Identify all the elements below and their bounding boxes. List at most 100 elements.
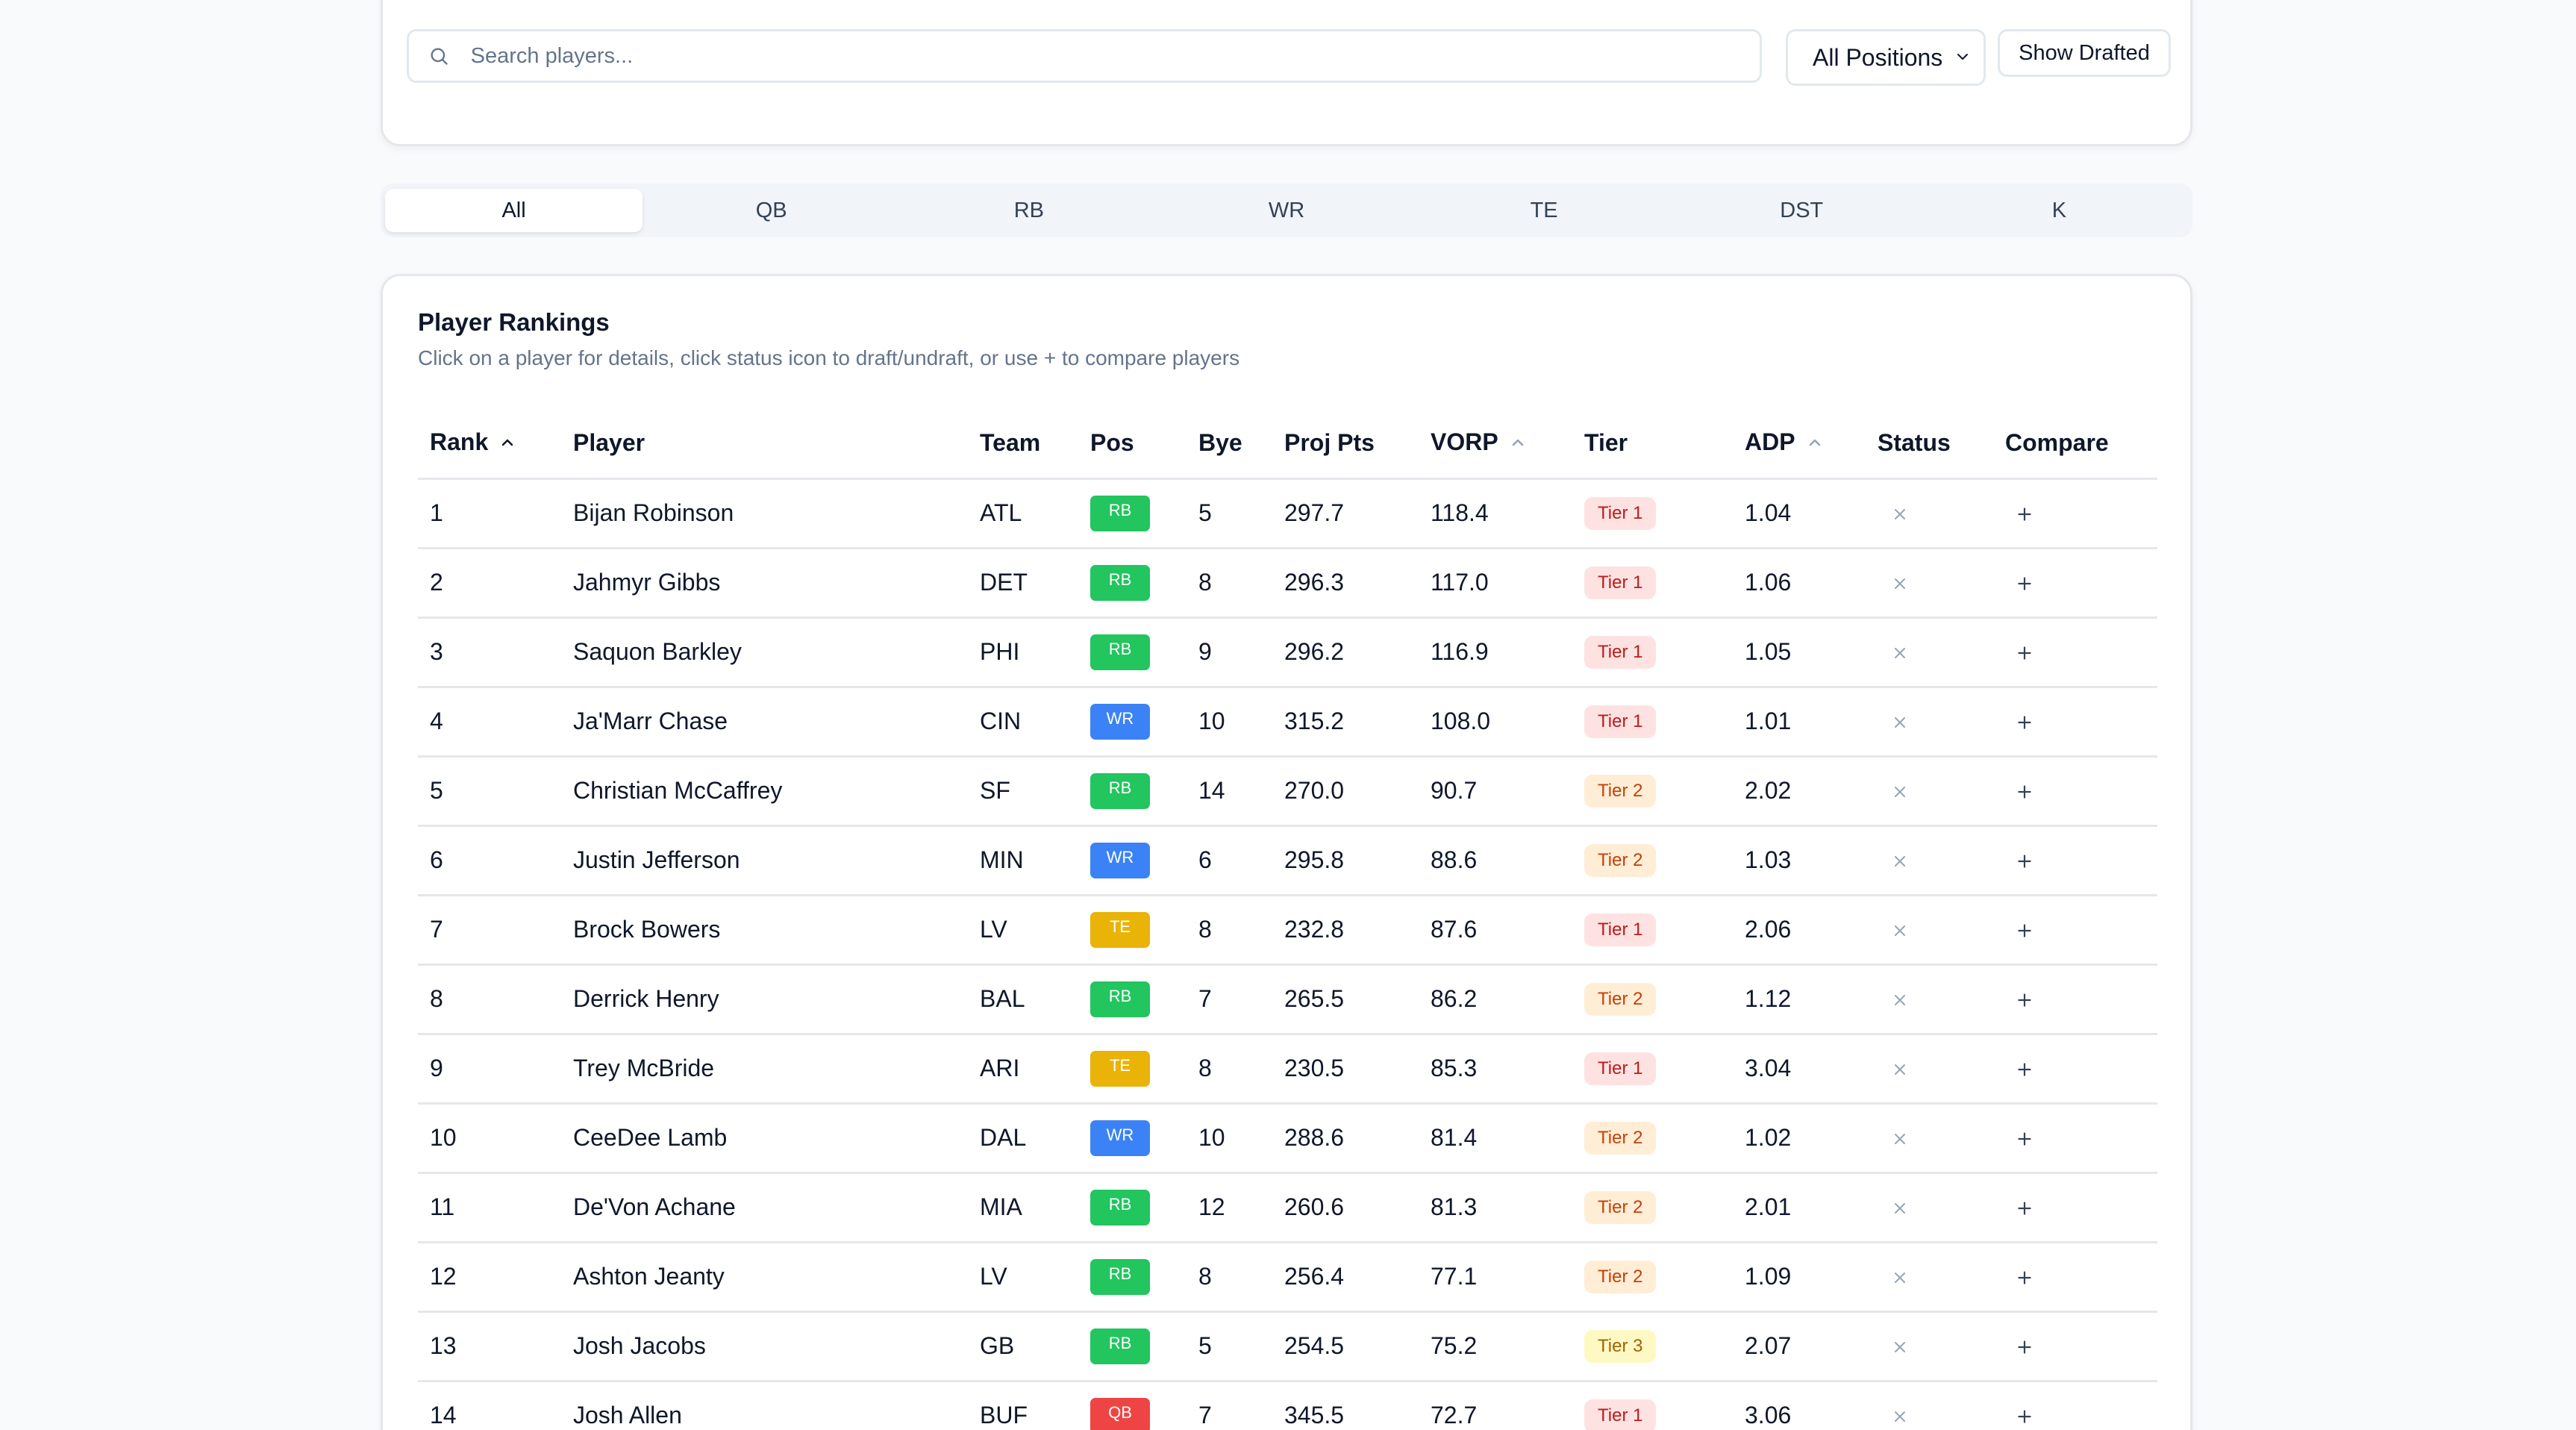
close-icon[interactable] — [1886, 709, 1913, 736]
plus-icon[interactable] — [2011, 1125, 2038, 1152]
player-name[interactable]: CeeDee Lamb — [561, 1103, 968, 1174]
adp-cell: 1.02 — [1733, 1103, 1866, 1174]
player-name[interactable]: Derrick Henry — [561, 964, 968, 1035]
col-vorp-header[interactable]: VORP — [1419, 409, 1572, 480]
vorp-cell: 86.2 — [1419, 964, 1572, 1035]
plus-icon[interactable] — [2011, 1195, 2038, 1222]
table-row[interactable]: 3 Saquon Barkley PHI RB 9 296.2 116.9 Tier 1 1.0… — [418, 617, 2157, 688]
player-name[interactable]: Ja'Marr Chase — [561, 687, 968, 758]
col-rank-header[interactable]: Rank — [418, 409, 561, 480]
close-icon[interactable] — [1886, 501, 1913, 528]
close-icon[interactable] — [1886, 1195, 1913, 1222]
player-name[interactable]: Christian McCaffrey — [561, 756, 968, 827]
player-name[interactable]: De'Von Achane — [561, 1173, 968, 1243]
plus-icon[interactable] — [2011, 1403, 2038, 1430]
col-adp-header[interactable]: ADP — [1733, 409, 1866, 480]
vorp-cell: 87.6 — [1419, 895, 1572, 966]
tab-k[interactable]: K — [2051, 198, 2067, 222]
col-adp-label: ADP — [1745, 428, 1795, 456]
plus-icon[interactable] — [2011, 640, 2038, 666]
col-pos-header: Pos — [1078, 409, 1187, 480]
close-icon[interactable] — [1886, 1334, 1913, 1361]
table-row[interactable]: 2 Jahmyr Gibbs DET RB 8 296.3 117.0 Tier 1 1.06 — [418, 548, 2157, 619]
plus-icon[interactable] — [2011, 709, 2038, 736]
tab-qb[interactable]: QB — [755, 198, 787, 222]
tier-badge: Tier 2 — [1584, 774, 1657, 808]
search-box[interactable] — [407, 29, 1762, 83]
close-icon[interactable] — [1886, 570, 1913, 597]
close-icon[interactable] — [1886, 1264, 1913, 1291]
card-title: Player Rankings — [418, 308, 610, 336]
close-icon[interactable] — [1886, 848, 1913, 875]
close-icon[interactable] — [1886, 1125, 1913, 1152]
player-name[interactable]: Josh Jacobs — [561, 1311, 968, 1382]
pos-cell: RB — [1078, 1311, 1187, 1382]
position-badge: TE — [1090, 911, 1150, 948]
search-input[interactable] — [470, 43, 1760, 69]
plus-icon[interactable] — [2011, 917, 2038, 944]
table-row[interactable]: 7 Brock Bowers LV TE 8 232.8 87.6 Tier 1 2.06 — [418, 895, 2157, 966]
pos-cell: RB — [1078, 548, 1187, 619]
table-row[interactable]: 4 Ja'Marr Chase CIN WR 10 315.2 108.0 Tier 1 1.0… — [418, 687, 2157, 758]
close-icon[interactable] — [1886, 1056, 1913, 1083]
table-row[interactable]: 11 De'Von Achane MIA RB 12 260.6 81.3 Tier 2 2.0… — [418, 1173, 2157, 1243]
tier-cell: Tier 2 — [1572, 964, 1733, 1035]
plus-icon[interactable] — [2011, 1334, 2038, 1361]
proj-pts-cell: 295.8 — [1272, 825, 1419, 896]
player-name[interactable]: Trey McBride — [561, 1034, 968, 1105]
position-badge: QB — [1090, 1397, 1150, 1430]
plus-icon[interactable] — [2011, 1264, 2038, 1291]
plus-icon[interactable] — [2011, 1056, 2038, 1083]
position-select[interactable]: All Positions — [1786, 29, 1986, 86]
table-row[interactable]: 13 Josh Jacobs GB RB 5 254.5 75.2 Tier 3 2.07 — [418, 1311, 2157, 1382]
player-name[interactable]: Ashton Jeanty — [561, 1242, 968, 1313]
plus-icon[interactable] — [2011, 501, 2038, 528]
tier-cell: Tier 1 — [1572, 1034, 1733, 1105]
table-row[interactable]: 12 Ashton Jeanty LV RB 8 256.4 77.1 Tier 2 1.09 — [418, 1242, 2157, 1313]
proj-pts-cell: 254.5 — [1272, 1311, 1419, 1382]
table-row[interactable]: 8 Derrick Henry BAL RB 7 265.5 86.2 Tier 2 1.12 — [418, 964, 2157, 1035]
player-name[interactable]: Justin Jefferson — [561, 825, 968, 896]
plus-icon[interactable] — [2011, 987, 2038, 1014]
close-icon[interactable] — [1886, 987, 1913, 1014]
player-name[interactable]: Saquon Barkley — [561, 617, 968, 688]
table-row[interactable]: 6 Justin Jefferson MIN WR 6 295.8 88.6 Tier 2 1.… — [418, 825, 2157, 896]
player-name[interactable]: Josh Allen — [561, 1381, 968, 1430]
bye-cell: 7 — [1187, 1381, 1272, 1430]
proj-pts-cell: 297.7 — [1272, 478, 1419, 549]
tab-te[interactable]: TE — [1530, 198, 1558, 222]
tab-wr[interactable]: WR — [1268, 198, 1305, 222]
bye-cell: 8 — [1187, 1242, 1272, 1313]
rankings-body: 1 Bijan Robinson ATL RB 5 297.7 118.4 Tier 1 1.0… — [418, 478, 2157, 1430]
player-name[interactable]: Bijan Robinson — [561, 478, 968, 549]
table-row[interactable]: 14 Josh Allen BUF QB 7 345.5 72.7 Tier 1 3.06 — [418, 1381, 2157, 1430]
player-name[interactable]: Brock Bowers — [561, 895, 968, 966]
plus-icon[interactable] — [2011, 570, 2038, 597]
close-icon[interactable] — [1886, 778, 1913, 805]
tab-rb[interactable]: RB — [1013, 198, 1044, 222]
close-icon[interactable] — [1886, 917, 1913, 944]
close-icon[interactable] — [1886, 640, 1913, 666]
close-icon[interactable] — [1886, 1403, 1913, 1430]
plus-icon[interactable] — [2011, 848, 2038, 875]
table-row[interactable]: 5 Christian McCaffrey SF RB 14 270.0 90.7 Tier … — [418, 756, 2157, 827]
bye-cell: 8 — [1187, 1034, 1272, 1105]
tab-dst[interactable]: DST — [1780, 198, 1824, 222]
plus-icon[interactable] — [2011, 778, 2038, 805]
table-row[interactable]: 1 Bijan Robinson ATL RB 5 297.7 118.4 Tier 1 1.0… — [418, 478, 2157, 549]
player-name[interactable]: Jahmyr Gibbs — [561, 548, 968, 619]
position-badge: RB — [1090, 981, 1150, 1017]
table-row[interactable]: 10 CeeDee Lamb DAL WR 10 288.6 81.4 Tier 2 1.02 — [418, 1103, 2157, 1174]
tab-all[interactable]: All — [385, 189, 643, 232]
pos-cell: RB — [1078, 964, 1187, 1035]
pos-cell: WR — [1078, 825, 1187, 896]
show-drafted-button[interactable]: Show Drafted — [1998, 29, 2171, 77]
team-cell: LV — [968, 895, 1078, 966]
status-cell — [1866, 964, 1993, 1035]
adp-cell: 2.07 — [1733, 1311, 1866, 1382]
table-row[interactable]: 9 Trey McBride ARI TE 8 230.5 85.3 Tier 1 3.04 — [418, 1034, 2157, 1105]
tier-badge: Tier 1 — [1584, 1052, 1657, 1085]
team-cell: LV — [968, 1242, 1078, 1313]
compare-cell — [1993, 687, 2157, 758]
rank-cell: 2 — [418, 548, 561, 619]
